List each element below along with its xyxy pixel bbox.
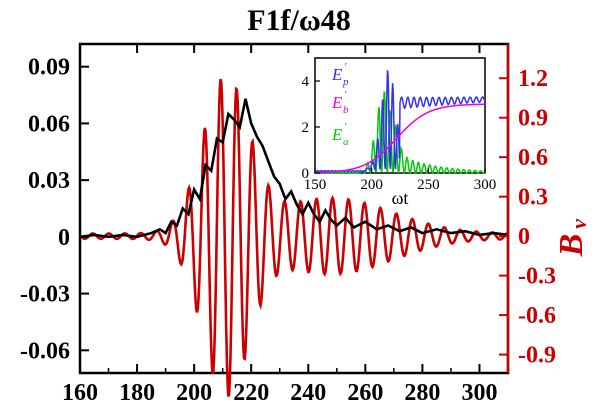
- x-tick-label: 300: [461, 380, 497, 406]
- chart-title: F1f/ω48: [247, 4, 351, 37]
- x-tick-label: 260: [347, 380, 383, 406]
- left-tick-label: -0.06: [20, 338, 70, 364]
- inset-series-ea: [315, 91, 486, 174]
- inset-legend-sub: p: [342, 76, 349, 88]
- inset-x-axis-label: ωt: [392, 188, 409, 208]
- curves: [79, 78, 509, 397]
- right-axis-label-main: B: [553, 234, 590, 258]
- left-tick-label: 0.03: [28, 168, 70, 194]
- x-tick-label: 220: [233, 380, 269, 406]
- inset-legend-prime: ′: [344, 121, 347, 133]
- ticks: 160 180 200 220 240 260 280 3000.090.060.030-0.…: [20, 44, 556, 406]
- left-tick-label: 0.06: [28, 111, 70, 137]
- inset-legend-label: E: [331, 93, 343, 112]
- series-bv-line: [79, 78, 509, 397]
- inset-y-tick-label: 4: [302, 74, 310, 90]
- inset-legend-prime: ′: [344, 61, 347, 73]
- right-tick-label: -0.9: [518, 343, 556, 369]
- inset-series-eb: [314, 103, 486, 174]
- inset-x-tick-label: 150: [304, 177, 327, 193]
- inset-legend-sub: a: [343, 136, 349, 148]
- right-tick-label: -0.3: [518, 264, 556, 290]
- x-tick-label: 160: [62, 380, 98, 406]
- left-tick-label: -0.03: [20, 282, 70, 308]
- right-tick-label: 0: [518, 224, 530, 250]
- inset-legend-label: E: [331, 125, 343, 144]
- right-tick-label: 0.6: [518, 145, 548, 171]
- right-tick-label: 1.2: [518, 66, 548, 92]
- inset-y-tick-label: 2: [302, 120, 310, 136]
- x-tick-label: 180: [119, 380, 155, 406]
- right-axis-label: B v: [553, 219, 591, 257]
- right-tick-label: 0.3: [518, 185, 548, 211]
- inset-x-tick-label: 250: [417, 177, 440, 193]
- inset-ticks: 150 200 250 300 0 2 4: [302, 74, 497, 193]
- inset-curves: [314, 70, 486, 174]
- main-plot: 160 180 200 220 240 260 280 3000.090.060.030-0.…: [20, 42, 556, 406]
- right-tick-label: -0.6: [518, 303, 556, 329]
- series-black-line: [79, 98, 509, 239]
- x-tick-label: 280: [404, 380, 440, 406]
- x-tick-label: 200: [176, 380, 212, 406]
- right-axis-label-sub: v: [566, 219, 591, 229]
- right-tick-label: 0.9: [518, 106, 548, 132]
- inset-y-tick-label: 0: [302, 166, 310, 182]
- inset-x-tick-label: 200: [360, 177, 383, 193]
- left-tick-label: 0: [58, 225, 70, 251]
- inset-legend-prime: ′: [344, 89, 347, 101]
- inset-legend-sub: b: [343, 104, 349, 116]
- x-tick-label: 240: [290, 380, 326, 406]
- left-tick-label: 0.09: [28, 55, 70, 81]
- inset-legend-label: E: [331, 65, 343, 84]
- inset-x-tick-label: 300: [474, 177, 497, 193]
